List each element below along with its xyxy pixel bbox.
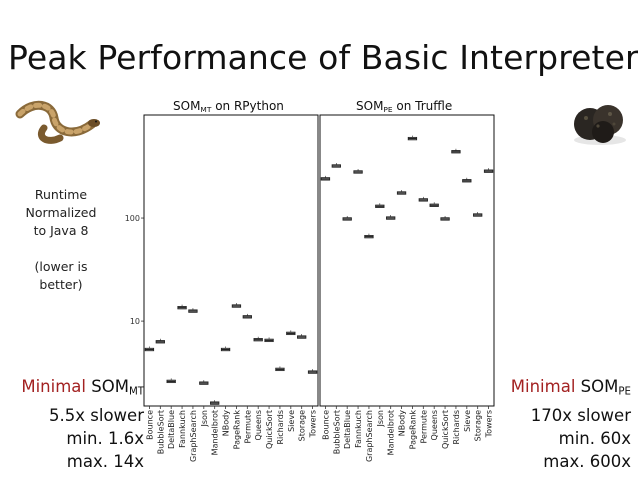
x-tick-label: Bounce <box>145 410 154 440</box>
summary-line: max. 14x <box>66 451 144 471</box>
x-tick-label: Queens <box>430 410 439 440</box>
summary-name-sub: MT <box>128 386 144 398</box>
x-tick-label: Richards <box>276 410 285 445</box>
y-axis-note-line: Normalized <box>25 205 97 220</box>
som-mt-summary: Minimal SOMMT 5.5x slower min. 1.6x max.… <box>2 375 144 473</box>
x-tick-label: Json <box>376 410 385 428</box>
panel-title-rest: on Truffle <box>392 99 453 113</box>
x-tick-label: NBody <box>222 410 231 436</box>
summary-heading: Minimal SOMPE <box>490 375 631 404</box>
summary-line: min. 60x <box>558 428 631 448</box>
x-tick-label: Mandelbrot <box>211 410 220 455</box>
summary-name: SOM <box>91 377 129 396</box>
x-tick-label: Queens <box>254 410 263 440</box>
x-tick-label: Fannkuch <box>354 410 363 448</box>
x-tick-label: PageRank <box>232 410 241 450</box>
x-tick-label: Fannkuch <box>178 410 187 448</box>
panel-frame <box>143 114 319 407</box>
x-tick-label: BubbleSort <box>332 410 341 454</box>
x-tick-label: Storage <box>298 410 307 441</box>
x-tick-label: Sieve <box>463 410 472 432</box>
summary-line: 5.5x slower <box>49 405 144 425</box>
y-axis-note: Runtime Normalized to Java 8 (lower is b… <box>2 186 120 294</box>
x-tick-label: Permute <box>243 410 252 444</box>
y-tick-label: 100 <box>125 214 140 223</box>
x-tick-label: Sieve <box>287 410 296 432</box>
summary-keyword: Minimal <box>21 377 86 396</box>
x-tick-label: Json <box>200 410 209 428</box>
panel-title-name: SOM <box>173 99 201 113</box>
panel-title-sub: PE <box>383 104 393 114</box>
snake-icon <box>15 100 100 144</box>
x-tick-label: Bounce <box>321 410 330 440</box>
panel-title-som-mt: SOMMT on RPython <box>173 99 284 114</box>
x-tick-label: BubbleSort <box>156 410 165 454</box>
x-tick-label: QuickSort <box>441 410 450 449</box>
y-axis-note-line: better) <box>39 277 83 292</box>
x-tick-label: PageRank <box>408 410 417 450</box>
y-axis-note-line: to Java 8 <box>33 223 89 238</box>
summary-heading: Minimal SOMMT <box>2 375 144 404</box>
x-tick-label: NBody <box>398 410 407 436</box>
x-tick-label: Towers <box>485 410 494 438</box>
x-tick-label: Mandelbrot <box>387 410 396 455</box>
x-tick-label: Richards <box>452 410 461 445</box>
y-axis-note-line: (lower is <box>34 259 88 274</box>
panel-frame <box>319 114 495 407</box>
x-tick-label: QuickSort <box>265 410 274 449</box>
panel-title-som-pe: SOMPE on Truffle <box>356 99 452 114</box>
summary-line: max. 600x <box>543 451 631 471</box>
slide-title: Peak Performance of Basic Interpreters <box>8 38 638 77</box>
y-tick-label: 10 <box>130 317 140 326</box>
x-tick-label: GraphSearch <box>365 410 374 462</box>
summary-line: 170x slower <box>530 405 631 425</box>
x-tick-label: Storage <box>474 410 483 441</box>
x-tick-label: DeltaBlue <box>167 410 176 449</box>
summary-name: SOM <box>580 377 619 396</box>
summary-name-sub: PE <box>618 386 631 398</box>
x-tick-label: GraphSearch <box>189 410 198 462</box>
summary-line: min. 1.6x <box>66 428 144 448</box>
x-tick-label: DeltaBlue <box>343 410 352 449</box>
panel-title-rest: on RPython <box>211 99 284 113</box>
panel-title-name: SOM <box>356 99 384 113</box>
som-pe-summary: Minimal SOMPE 170x slower min. 60x max. … <box>490 375 631 473</box>
summary-keyword: Minimal <box>510 377 576 396</box>
x-tick-label: Towers <box>309 410 318 438</box>
y-axis-note-line: Runtime <box>34 187 88 202</box>
panel-title-sub: MT <box>200 104 212 114</box>
truffle-icon <box>574 105 626 145</box>
x-tick-label: Permute <box>419 410 428 444</box>
